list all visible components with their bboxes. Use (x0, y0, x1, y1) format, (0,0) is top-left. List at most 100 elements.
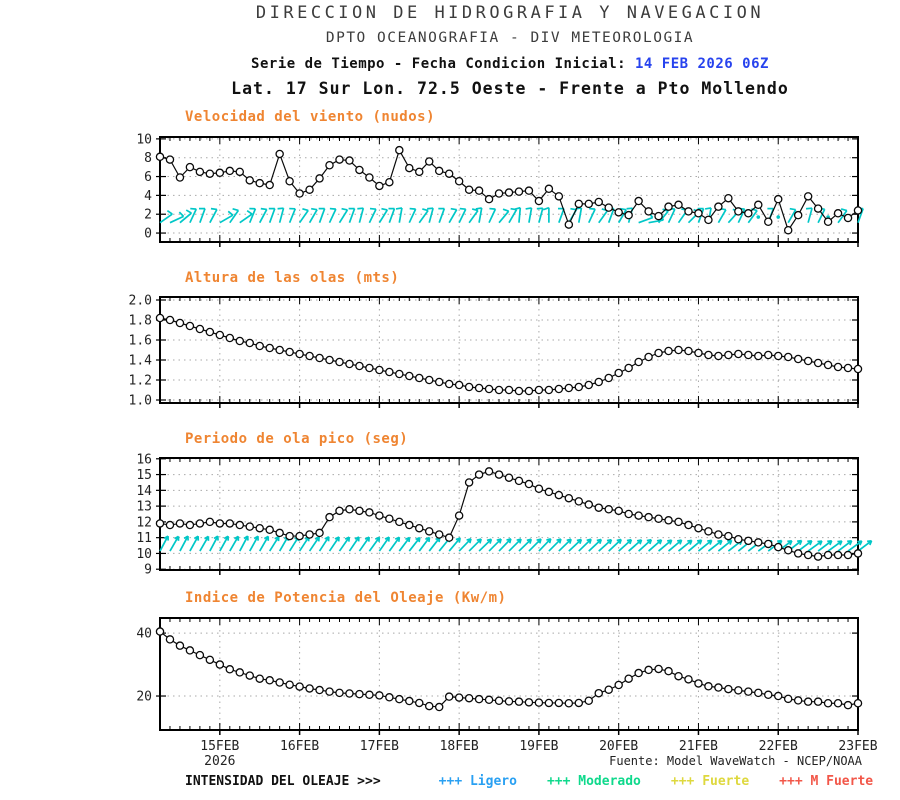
data-point-marker (654, 514, 663, 523)
data-point-marker (564, 220, 574, 229)
wind-barb-icon (857, 208, 864, 223)
data-point-marker (355, 361, 364, 371)
wind-barb-icon (807, 207, 813, 223)
data-point-marker (664, 346, 673, 356)
data-point-marker (474, 694, 484, 704)
barb-feather (178, 211, 185, 217)
y-tick-label: 6 (144, 170, 152, 185)
arrow-head (193, 535, 199, 540)
arrow-head (253, 535, 259, 540)
barb-feather (475, 207, 482, 210)
data-point-marker (345, 156, 354, 165)
barb-feather (190, 207, 197, 210)
data-point-marker (614, 208, 623, 217)
wind-barb-icon (338, 209, 349, 224)
data-point-marker (564, 699, 574, 708)
wave-arrow-icon (189, 535, 199, 552)
data-point-marker (494, 385, 504, 395)
data-point-marker (365, 508, 374, 517)
wind-barb-icon (558, 208, 565, 223)
wind-barb-icon (298, 209, 309, 224)
data-point-marker (315, 685, 324, 695)
data-point-marker (843, 213, 853, 223)
data-point-marker (544, 184, 554, 194)
barb-feather (704, 207, 712, 210)
data-point-marker (255, 178, 264, 188)
data-point-marker (225, 333, 235, 343)
data-point-marker (554, 192, 564, 201)
data-point-marker (205, 169, 215, 178)
data-point-marker (544, 698, 554, 708)
wind-barb-icon (179, 212, 192, 224)
data-point-marker (554, 698, 564, 708)
wave-arrow-icon (807, 540, 823, 552)
data-point-marker (773, 691, 783, 701)
data-point-marker (424, 157, 434, 166)
data-point-marker (524, 698, 534, 707)
data-point-marker (345, 359, 354, 369)
y-tick-label: 20 (136, 690, 152, 705)
data-point-marker (734, 349, 743, 359)
data-point-marker (783, 352, 793, 362)
year-label: 2026 (204, 754, 235, 769)
barb-feather (395, 207, 403, 210)
data-point-marker (634, 357, 643, 367)
wave-arrow-icon (717, 539, 733, 552)
data-point-marker (405, 696, 414, 706)
data-point-marker (205, 517, 215, 527)
data-point-marker (375, 691, 384, 700)
org-title: DIRECCION DE HIDROGRAFIA Y NAVEGACION (255, 3, 765, 23)
data-point-marker (833, 699, 843, 708)
data-point-marker (803, 356, 813, 366)
data-point-marker (325, 161, 334, 170)
x-tick-label: 16FEB (280, 739, 319, 754)
wave-arrow-icon (518, 538, 532, 552)
data-point-marker (694, 348, 703, 358)
arrow-head (334, 536, 340, 540)
wave-arrow-icon (588, 538, 602, 552)
data-point-marker (534, 196, 544, 206)
chart-title-wave-height: Altura de las olas (mts) (185, 270, 400, 286)
arrow-head (466, 538, 472, 541)
wave-arrow-icon (248, 535, 259, 552)
data-point-marker (305, 684, 314, 693)
data-point-marker (764, 217, 773, 227)
data-point-marker (494, 189, 504, 198)
data-point-marker (235, 336, 245, 346)
data-point-marker (434, 702, 444, 712)
data-point-marker (434, 377, 444, 387)
data-point-marker (464, 382, 474, 392)
arrow-head (687, 539, 692, 542)
data-point-marker (544, 385, 554, 395)
y-tick-label: 11 (136, 531, 152, 546)
wave-arrow-icon (677, 539, 693, 552)
data-point-marker (664, 516, 673, 525)
data-point-marker (773, 194, 783, 204)
barb-feather (260, 207, 267, 211)
data-point-marker (385, 693, 394, 702)
wind-barb-icon (288, 208, 297, 224)
wave-arrow-icon (608, 538, 622, 552)
data-point-marker (584, 696, 594, 705)
barb-feather (626, 207, 633, 210)
y-tick-label: 1.8 (129, 314, 152, 329)
arrow-head (827, 539, 832, 543)
data-point-marker (744, 687, 753, 696)
wind-barb-icon (737, 208, 746, 224)
data-point-marker (275, 149, 284, 159)
barb-feather (805, 207, 813, 210)
wind-barb-icon (817, 208, 826, 224)
data-point-marker (754, 538, 763, 547)
arrow-head (384, 536, 390, 540)
data-point-marker (395, 145, 404, 155)
wind-barb-icon (239, 213, 253, 224)
data-point-marker (574, 698, 584, 708)
data-point-marker (624, 674, 633, 683)
calm-dot-icon (776, 215, 781, 219)
data-point-marker (285, 680, 294, 689)
barb-feather (277, 207, 284, 210)
data-point-marker (225, 166, 235, 176)
data-point-marker (803, 697, 813, 706)
legend-item-ligero: +++ Ligero (438, 774, 517, 789)
